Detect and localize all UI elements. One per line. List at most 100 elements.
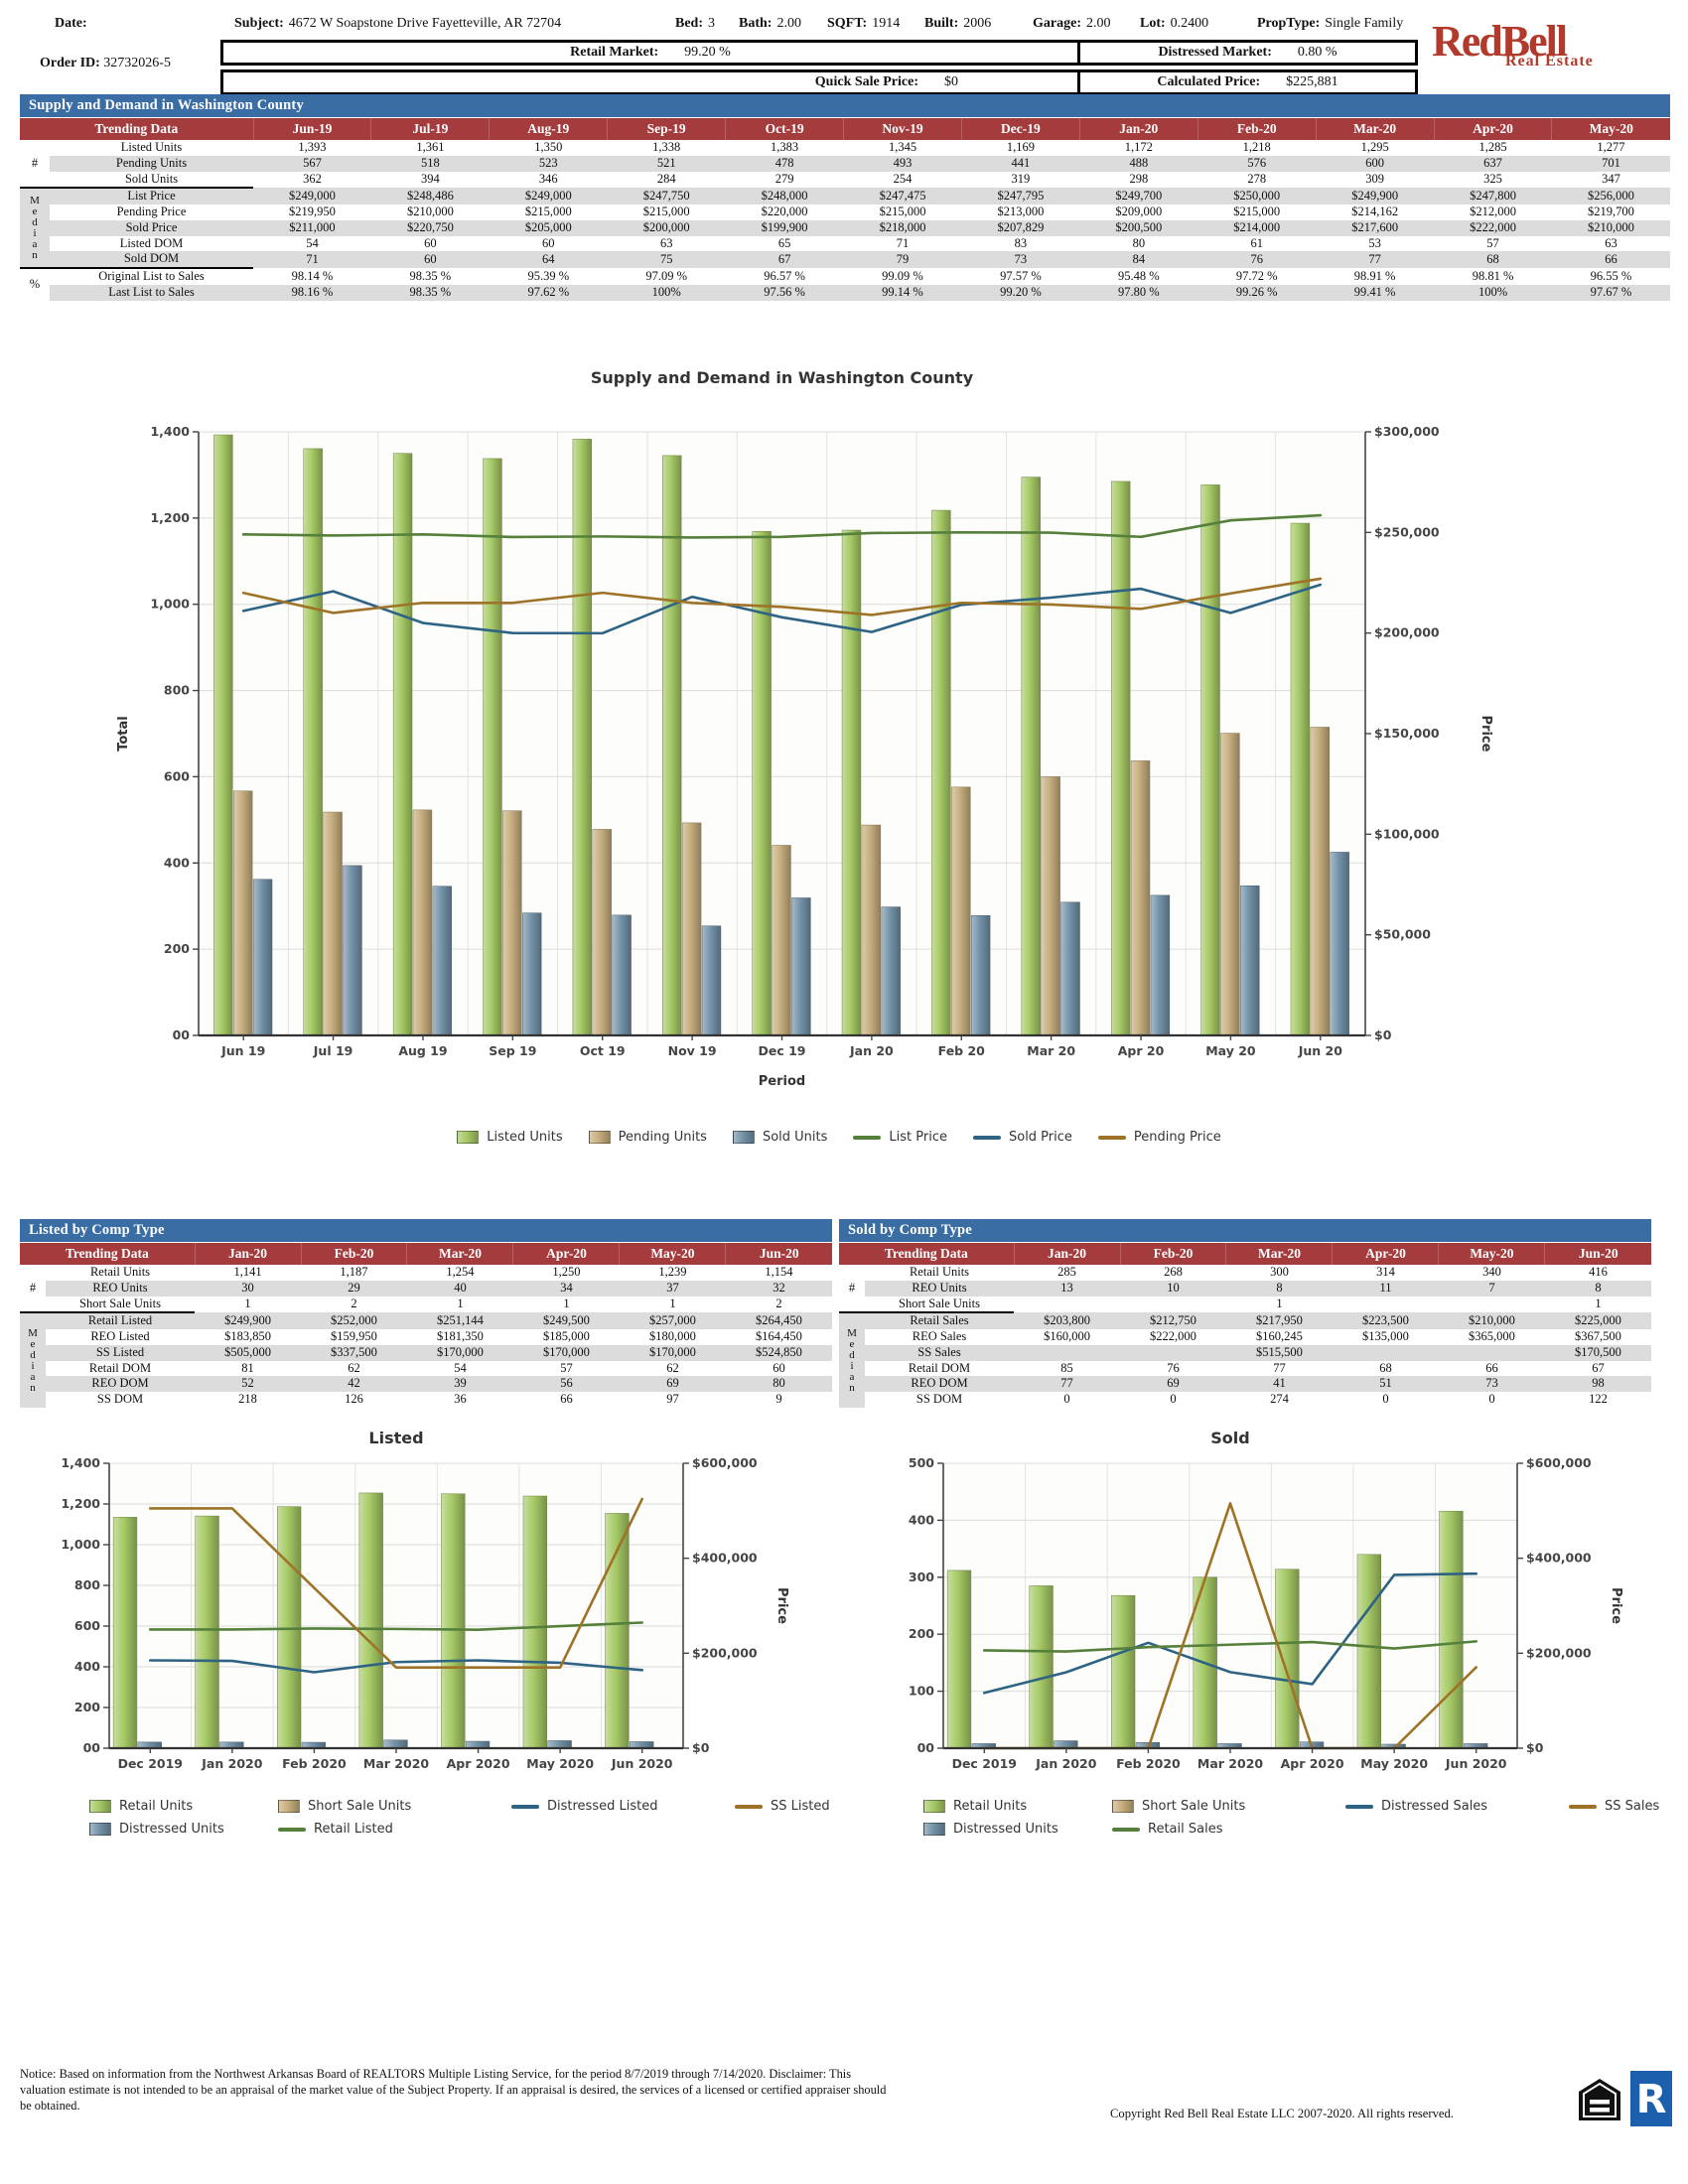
cell-value: 0: [1382, 1392, 1389, 1406]
cell-value: $257,000: [649, 1312, 696, 1327]
field-label: Bath:: [739, 16, 773, 31]
cell-value: 1,250: [552, 1265, 581, 1279]
calculated-price-label: Calculated Price:: [1157, 74, 1261, 89]
svg-text:Feb 2020: Feb 2020: [1116, 1756, 1181, 1771]
svg-text:100: 100: [909, 1684, 934, 1699]
legend-item: Distressed Units: [89, 1822, 278, 1837]
svg-text:200: 200: [164, 941, 190, 956]
cell-value: 100%: [651, 284, 681, 299]
cell-value: $183,850: [224, 1329, 271, 1343]
legend-swatch: [1097, 1135, 1126, 1140]
svg-text:$150,000: $150,000: [1374, 726, 1440, 741]
cell-value: 68: [1379, 1360, 1392, 1375]
row-label: Short Sale Units: [899, 1296, 980, 1310]
column-header-month: Apr-20: [512, 1243, 620, 1265]
legend-label: Sold Price: [1008, 1130, 1072, 1145]
cell-value: $200,500: [1115, 219, 1163, 234]
cell-value: $249,900: [1351, 188, 1399, 203]
svg-text:$250,000: $250,000: [1374, 524, 1440, 539]
row-label: Last List to Sales: [108, 284, 195, 299]
svg-text:Sold: Sold: [1210, 1429, 1249, 1447]
cell-value: $220,750: [406, 219, 454, 234]
svg-text:$0: $0: [692, 1740, 710, 1755]
cell-value: $218,000: [879, 219, 926, 234]
cell-value: 314: [1376, 1265, 1395, 1279]
legend-label: Short Sale Units: [308, 1799, 412, 1814]
cell-value: 1: [1276, 1297, 1283, 1310]
cell-value: 284: [656, 172, 676, 186]
cell-value: $210,000: [1588, 219, 1634, 234]
svg-text:Jul 19: Jul 19: [313, 1043, 353, 1058]
svg-text:Mar 20: Mar 20: [1027, 1043, 1075, 1058]
cell-value: 34: [560, 1280, 573, 1295]
table-row: Short Sale Units 1 2 1 1 1 2: [20, 1297, 832, 1313]
cell-value: 1,187: [340, 1265, 368, 1279]
cell-value: [1333, 1297, 1439, 1313]
column-header-month: Jun-20: [1544, 1243, 1651, 1265]
cell-value: $225,000: [1575, 1312, 1621, 1327]
legend-label: Listed Units: [487, 1130, 563, 1145]
cell-value: 347: [1602, 172, 1620, 186]
property-field: Built: 2006: [924, 16, 991, 32]
column-header-month: Mar-20: [406, 1243, 513, 1265]
cell-value: 254: [893, 172, 913, 186]
cell-value: $249,000: [524, 188, 572, 203]
cell-value: $249,000: [289, 188, 336, 203]
legend-label: Retail Sales: [1148, 1822, 1223, 1837]
table-row: # Listed Units 1,393 1,361 1,350 1,338 1,383 1,…: [20, 140, 1670, 169]
property-field: Garage: 2.00: [1033, 16, 1110, 32]
sold-chart-legend: Retail Units Short Sale Units Distressed S…: [862, 1799, 1688, 1837]
cell-value: $367,500: [1575, 1329, 1621, 1343]
cell-value: $199,900: [761, 219, 808, 234]
cell-value: 66: [560, 1392, 573, 1406]
row-label: Retail Units: [909, 1265, 970, 1279]
row-label: Listed DOM: [119, 235, 184, 250]
row-group-label: #: [848, 1280, 856, 1295]
legend-swatch: [278, 1800, 300, 1813]
svg-text:Mar 2020: Mar 2020: [363, 1756, 429, 1771]
column-header-month: Jan-20: [194, 1243, 301, 1265]
svg-text:May 20: May 20: [1205, 1043, 1256, 1058]
svg-text:200: 200: [74, 1700, 100, 1714]
column-header-month: Feb-20: [300, 1243, 407, 1265]
row-label: Sold Units: [124, 171, 179, 186]
distressed-market-label: Distressed Market:: [1158, 45, 1272, 60]
column-header-month: Feb-20: [1119, 1243, 1226, 1265]
cell-value: $249,700: [1115, 188, 1163, 203]
legend-item: Short Sale Units: [278, 1799, 511, 1814]
legend-item: Distressed Listed: [511, 1799, 735, 1814]
cell-value: $252,000: [331, 1312, 377, 1327]
legend-label: Retail Listed: [314, 1822, 393, 1837]
table-row: Pending Units 567 518 523 521 478 493 441 488 576…: [20, 155, 1670, 172]
cell-value: 340: [1482, 1265, 1501, 1279]
cell-value: $515,500: [1256, 1344, 1303, 1359]
cell-value: 95.39 %: [527, 268, 570, 283]
cell-value: $212,000: [1470, 205, 1516, 218]
cell-value: 1,277: [1597, 140, 1625, 154]
cell-value: $210,000: [1469, 1312, 1515, 1327]
logo-subtitle: Real Estate: [1505, 53, 1594, 69]
cell-value: 1: [669, 1297, 676, 1310]
retail-market-value: 99.20 %: [684, 45, 731, 60]
cell-value: 97: [666, 1392, 679, 1406]
cell-value: $185,000: [543, 1329, 590, 1343]
table-row: SS DOM 0 0 274 0 0 122: [839, 1392, 1651, 1408]
cell-value: 1,350: [534, 140, 563, 154]
cell-value: $200,000: [642, 219, 690, 234]
row-label: List Price: [50, 187, 254, 205]
column-header-month: May-20: [1438, 1243, 1545, 1265]
row-label: Pending Units: [115, 155, 188, 170]
svg-text:Mar 2020: Mar 2020: [1197, 1756, 1263, 1771]
cell-value: 67: [777, 251, 791, 266]
cell-value: 63: [1605, 235, 1618, 250]
legend-label: Distressed Sales: [1381, 1799, 1488, 1814]
property-field: Lot: 0.2400: [1140, 16, 1208, 32]
cell-value: 96.55 %: [1590, 268, 1632, 283]
cell-value: 274: [1270, 1392, 1289, 1406]
cell-value: 66: [1485, 1360, 1498, 1375]
svg-text:Oct 19: Oct 19: [580, 1043, 626, 1058]
cell-value: $207,829: [997, 219, 1045, 234]
legend-item: Retail Sales: [1112, 1822, 1345, 1837]
supply-demand-section: Supply and Demand in Washington County T…: [20, 94, 1670, 301]
